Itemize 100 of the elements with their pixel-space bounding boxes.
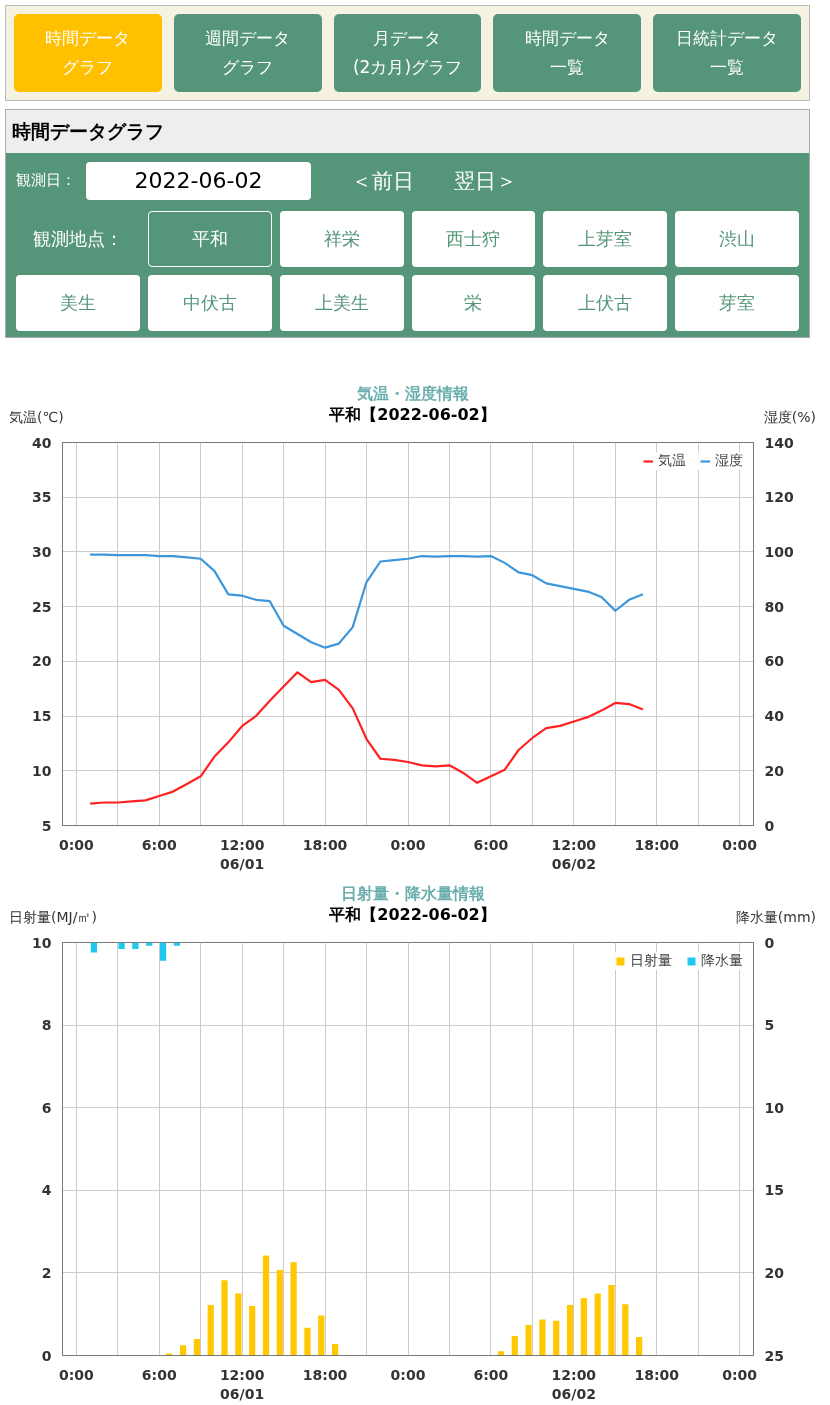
bar xyxy=(249,1305,256,1356)
y2-axis-title: 湿度(%) xyxy=(762,408,816,427)
bar xyxy=(511,1336,518,1356)
text: 時間データグラフ xyxy=(6,110,809,154)
x-tick-label: 6:00 xyxy=(473,836,509,853)
text: 一覧 xyxy=(710,56,745,79)
text: 時間データ xyxy=(45,27,131,51)
text: 2022-06-02 xyxy=(86,162,311,201)
bar xyxy=(159,942,167,961)
y-tick-label: 40 xyxy=(32,434,52,451)
text: 時間データ xyxy=(524,27,610,51)
text: 栄 xyxy=(411,275,536,332)
y-axis-title: 気温(℃) xyxy=(9,408,65,427)
y2-tick-label: 15 xyxy=(764,1182,784,1199)
bar xyxy=(636,1336,643,1356)
bar xyxy=(608,1284,615,1356)
line-series xyxy=(89,671,645,805)
text: 観測日： xyxy=(16,170,76,192)
x-tick-label: 0:00 xyxy=(58,836,94,853)
bar xyxy=(235,1293,242,1356)
line-series xyxy=(89,553,645,649)
legend-label: 湿度 xyxy=(715,452,743,470)
y-axis-title: 日射量(MJ/㎡) xyxy=(9,908,98,927)
x-tick-label: 18:00 xyxy=(302,1366,348,1383)
x-tick-label: 6:00 xyxy=(141,836,177,853)
text: 観測地点： xyxy=(31,227,124,252)
bar xyxy=(276,1270,283,1356)
y2-tick-label: 0 xyxy=(764,934,775,951)
text: (2カ月)グラフ xyxy=(352,56,463,79)
y2-tick-label: 140 xyxy=(764,434,794,451)
bar xyxy=(118,942,125,950)
bar xyxy=(594,1293,601,1356)
bar xyxy=(497,1351,505,1356)
bar xyxy=(132,942,139,950)
bar xyxy=(207,1305,214,1356)
x-tick-label: 12:00 06/02 xyxy=(551,1366,597,1402)
x-tick-label: 6:00 xyxy=(473,1366,509,1383)
y-tick-label: 6 xyxy=(41,1099,52,1116)
x-tick-label: 18:00 xyxy=(634,836,680,853)
chart-title: 日射量・降水量情報 xyxy=(339,883,486,905)
bar xyxy=(304,1327,311,1356)
text: 一覧 xyxy=(550,56,585,79)
y2-tick-label: 20 xyxy=(764,762,785,779)
y2-tick-label: 120 xyxy=(764,489,794,506)
text: 月データ xyxy=(373,27,442,51)
x-tick-label: 0:00 xyxy=(58,1366,94,1383)
text: 日統計データ xyxy=(676,27,779,51)
y2-tick-label: 10 xyxy=(764,1099,785,1116)
bar xyxy=(539,1319,546,1356)
x-tick-label: 18:00 xyxy=(302,836,348,853)
y2-tick-label: 40 xyxy=(764,708,785,725)
text: 平和 xyxy=(147,211,272,268)
text: グラフ xyxy=(222,56,274,79)
y2-tick-label: 60 xyxy=(764,653,785,670)
x-tick-label: 0:00 xyxy=(722,1366,758,1383)
y-tick-label: 0 xyxy=(41,1347,52,1364)
y2-axis-title: 降水量(mm) xyxy=(734,908,816,927)
bar xyxy=(566,1305,574,1356)
text: 中伏古 xyxy=(147,275,272,332)
legend-label: 日射量 xyxy=(630,952,672,970)
y2-tick-label: 5 xyxy=(764,1017,775,1034)
y-tick-label: 10 xyxy=(32,934,52,951)
y-tick-label: 8 xyxy=(41,1017,52,1034)
x-tick-label: 12:00 06/01 xyxy=(219,1366,265,1402)
chart-subtitle: 平和【2022-06-02】 xyxy=(329,404,496,427)
text: 上伏古 xyxy=(543,275,668,332)
y2-tick-label: 100 xyxy=(764,543,794,560)
text: ＜前日 xyxy=(351,168,414,196)
legend-label: 気温 xyxy=(658,452,686,470)
chart-subtitle: 平和【2022-06-02】 xyxy=(329,904,496,927)
y-tick-label: 25 xyxy=(32,598,52,615)
y-tick-label: 2 xyxy=(41,1264,52,1281)
bar xyxy=(221,1280,228,1356)
bar xyxy=(318,1315,325,1356)
bar xyxy=(553,1320,560,1356)
text: 西士狩 xyxy=(411,211,536,268)
bar xyxy=(290,1262,297,1356)
x-tick-label: 6:00 xyxy=(141,1366,177,1383)
y-tick-label: 20 xyxy=(32,653,52,670)
x-tick-label: 0:00 xyxy=(390,1366,426,1383)
x-tick-label: 0:00 xyxy=(390,836,426,853)
bar xyxy=(580,1298,587,1356)
bar xyxy=(166,1353,173,1356)
bar xyxy=(193,1338,201,1356)
legend-label: 降水量 xyxy=(701,952,743,970)
text: 美生 xyxy=(16,275,140,332)
text: 上美生 xyxy=(279,275,404,332)
text: 翌日＞ xyxy=(454,168,517,196)
y2-tick-label: 20 xyxy=(764,1264,785,1281)
text: 上芽室 xyxy=(543,211,668,268)
text: グラフ xyxy=(62,56,114,79)
bar xyxy=(525,1324,532,1356)
x-tick-label: 12:00 06/02 xyxy=(551,836,597,872)
y-tick-label: 10 xyxy=(32,762,52,779)
y-tick-label: 4 xyxy=(41,1182,52,1199)
x-tick-label: 18:00 xyxy=(634,1366,680,1383)
bar xyxy=(622,1304,629,1356)
chart-title: 気温・湿度情報 xyxy=(355,383,470,405)
text: 祥栄 xyxy=(279,211,404,268)
text: 芽室 xyxy=(675,275,799,332)
